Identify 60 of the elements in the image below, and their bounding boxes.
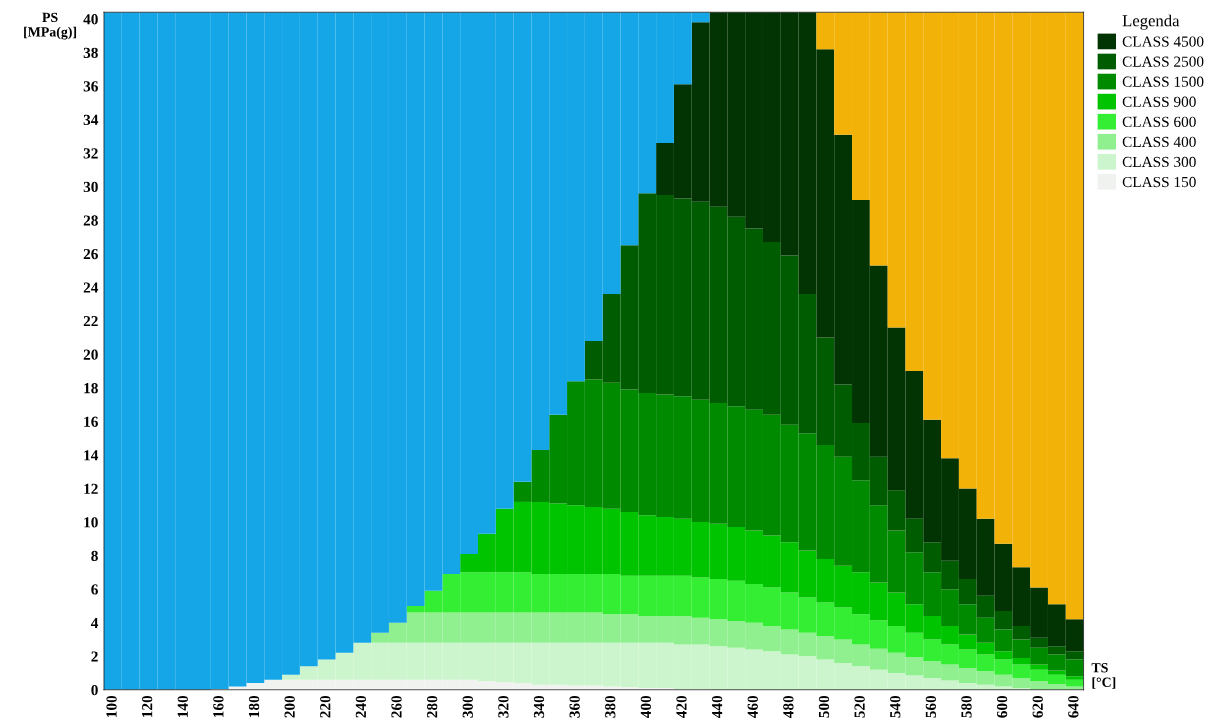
y-tick-label: 34 <box>83 114 99 126</box>
legend-title: Legenda <box>1122 14 1180 30</box>
x-tick-label: 320 <box>498 695 509 718</box>
legend-label: CLASS 300 <box>1122 156 1196 168</box>
y-tick-label: 2 <box>91 651 98 662</box>
x-tick-label: 300 <box>462 695 473 718</box>
x-tick-label: 120 <box>142 695 153 718</box>
y-tick-label: 6 <box>91 584 98 595</box>
x-tick-label: 440 <box>711 695 723 719</box>
x-tick-label: 420 <box>676 695 687 719</box>
x-tick-label: 280 <box>426 695 438 718</box>
x-tick-label: 500 <box>818 695 830 718</box>
x-tick-label: 600 <box>996 695 1008 718</box>
x-tick-label: 200 <box>284 695 295 718</box>
x-tick-label: 640 <box>1068 695 1079 718</box>
legend-label: CLASS 400 <box>1122 136 1196 148</box>
x-tick-label: 140 <box>177 695 188 718</box>
x-tick-label: 560 <box>925 695 937 718</box>
x-tick-label: 360 <box>569 695 580 718</box>
x-tick-label: 620 <box>1032 695 1043 718</box>
y-tick-label: 38 <box>83 47 98 58</box>
x-tick-label: 260 <box>391 695 402 718</box>
y-tick-label: 0 <box>91 684 98 696</box>
x-tick-label: 540 <box>890 695 901 718</box>
legend-label: CLASS 4500 <box>1122 36 1204 47</box>
y-tick-label: 8 <box>91 550 98 562</box>
y-tick-label: 30 <box>83 181 98 193</box>
x-tick-label: 380 <box>605 695 616 718</box>
y-tick-label: 28 <box>83 215 98 226</box>
x-tick-label: 220 <box>320 695 331 718</box>
y-tick-label: 10 <box>84 517 98 528</box>
y-tick-label: 12 <box>84 483 98 494</box>
y-tick-label: 26 <box>83 248 98 260</box>
legend-label: CLASS 600 <box>1122 116 1196 127</box>
legend-label: CLASS 150 <box>1122 176 1196 188</box>
x-tick-label: 460 <box>747 695 758 719</box>
y-tick-label: 16 <box>84 416 98 427</box>
y-tick-label: 20 <box>83 349 98 360</box>
x-tick-label: 480 <box>783 695 794 719</box>
x-tick-label: 160 <box>213 695 224 718</box>
x-tick-label: 580 <box>961 695 972 718</box>
y-tick-label: 36 <box>83 81 98 92</box>
x-tick-label: 240 <box>355 695 367 718</box>
y-tick-label: 22 <box>83 316 98 327</box>
y-tick-label: 18 <box>84 383 98 394</box>
x-axis-title: TS [°C] <box>1091 663 1116 689</box>
y-axis-title: PS [MPa(g)] <box>24 12 77 40</box>
y-tick-label: 24 <box>83 282 99 293</box>
y-tick-label: 40 <box>83 14 98 25</box>
x-tick-label: 520 <box>854 695 865 718</box>
legend-label: CLASS 1500 <box>1122 76 1204 87</box>
x-tick-label: 100 <box>106 695 117 718</box>
y-tick-label: 4 <box>90 617 99 628</box>
y-tick-label: 14 <box>84 450 99 461</box>
legend-label: CLASS 2500 <box>1122 56 1204 67</box>
y-tick-label: 32 <box>83 148 98 159</box>
x-tick-label: 340 <box>533 695 545 718</box>
x-tick-label: 180 <box>248 695 260 718</box>
x-tick-label: 400 <box>640 695 652 719</box>
legend-label: CLASS 900 <box>1122 96 1196 107</box>
